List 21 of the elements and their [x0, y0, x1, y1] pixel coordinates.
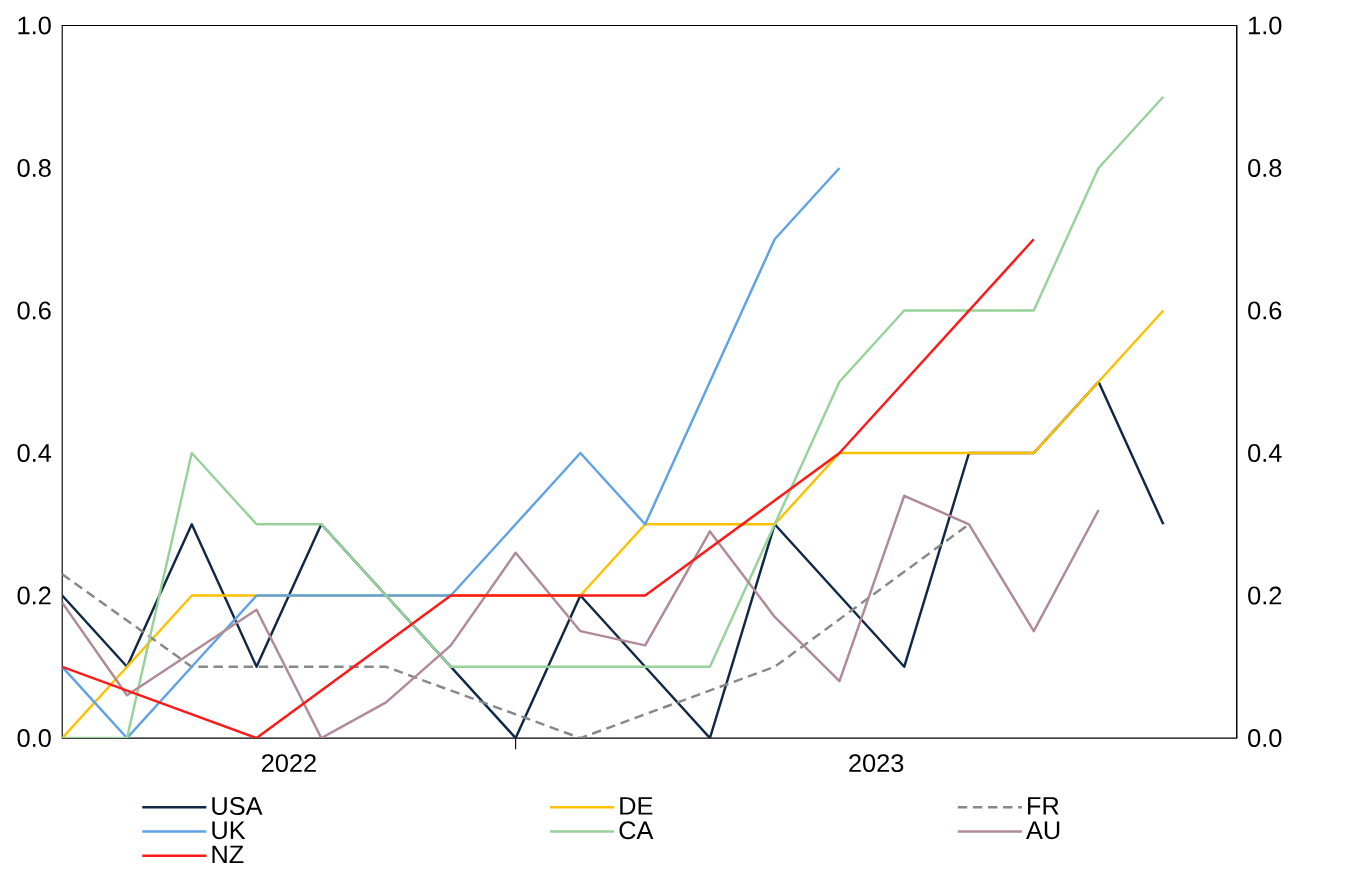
legend-label: AU	[1026, 821, 1060, 840]
y2-tick-label: 0.4	[1248, 444, 1282, 463]
legend-label: CA	[619, 821, 654, 840]
y2-tick-label: 0.2	[1248, 586, 1282, 605]
x-tick-label: 2022	[261, 754, 316, 773]
y2-tick-label: 0.8	[1248, 159, 1282, 177]
y-tick-label: 1.0	[18, 16, 51, 35]
y-tick-label: 0.2	[17, 586, 51, 605]
legend-label: FR	[1028, 797, 1059, 815]
legend-label: NZ	[212, 845, 244, 864]
y2-tick-label: 1.0	[1249, 16, 1282, 35]
y2-tick-label: 0.6	[1248, 301, 1282, 320]
legend-label: DE	[620, 797, 653, 815]
y2-tick-label: 0.0	[1248, 729, 1282, 748]
y-tick-label: 0.8	[17, 159, 51, 177]
x-tick-label: 2023	[849, 754, 904, 773]
y-tick-label: 0.6	[17, 301, 51, 320]
legend-label: UK	[212, 821, 246, 840]
y-tick-label: 0.0	[17, 729, 51, 748]
y-tick-label: 0.4	[17, 444, 52, 463]
legend-label: USA	[212, 797, 263, 816]
